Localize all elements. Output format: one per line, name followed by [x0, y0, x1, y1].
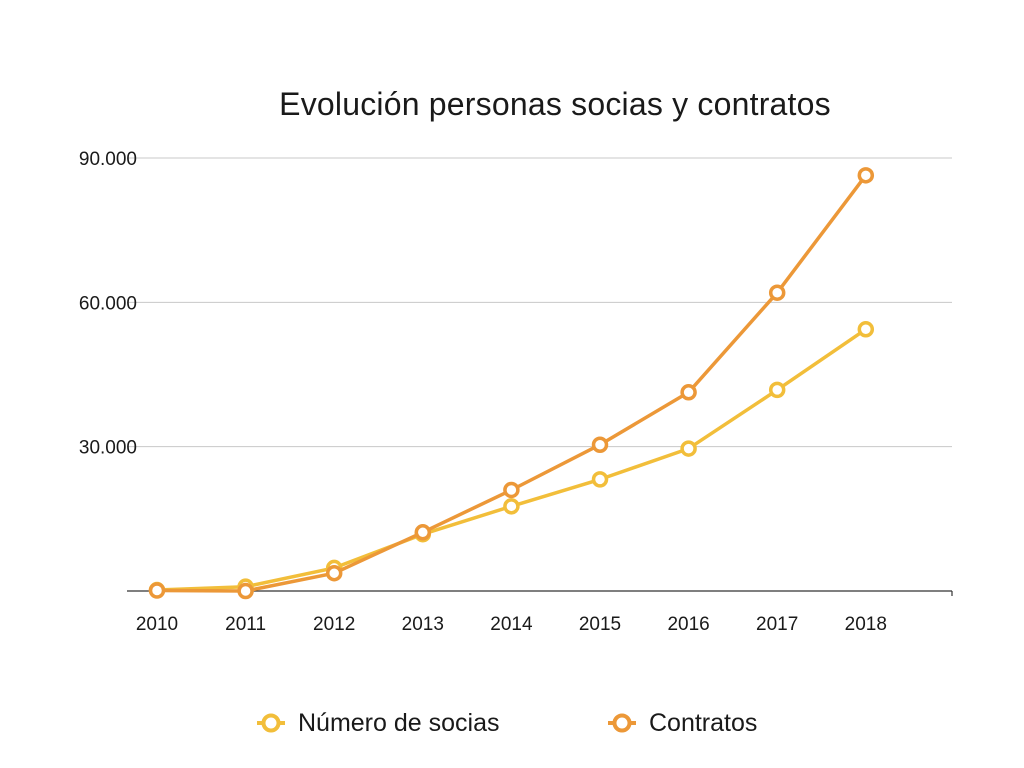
legend-marker-icon — [608, 713, 636, 733]
y-tick-label: 90.000 — [79, 149, 137, 170]
x-tick-label: 2011 — [225, 614, 266, 635]
data-point — [148, 582, 166, 599]
legend: Número de socias Contratos — [0, 703, 1024, 743]
data-point — [768, 284, 786, 301]
legend-item-numero-de-socias: Número de socias — [256, 703, 499, 743]
legend-label: Número de socias — [298, 708, 500, 737]
x-tick-label: 2015 — [579, 614, 621, 635]
data-point — [325, 564, 343, 582]
legend-label: Contratos — [649, 708, 758, 737]
data-point — [768, 381, 786, 399]
x-tick-label: 2012 — [313, 614, 355, 635]
y-tick-label: 30.000 — [79, 438, 137, 459]
series-line — [155, 173, 868, 593]
x-tick-label: 2018 — [845, 614, 887, 635]
chart-title: Evolución personas socias y contratos — [279, 86, 831, 122]
legend-item-contratos: Contratos — [607, 703, 757, 743]
data-point — [414, 524, 432, 541]
x-tick-label: 2016 — [667, 614, 709, 635]
data-point — [503, 481, 520, 499]
x-tick-label: 2013 — [402, 614, 444, 635]
data-point — [857, 167, 875, 184]
series-contratos — [148, 167, 875, 600]
y-axis-tick-labels: 30.000 60.000 90.000 — [79, 149, 137, 459]
x-tick-label: 2010 — [136, 614, 178, 635]
x-axis-tick-labels: 2010 2011 2012 2013 2014 2015 2016 2017 2018 — [136, 614, 887, 635]
data-point — [591, 471, 609, 488]
data-point — [680, 384, 697, 401]
series-lines — [148, 167, 875, 600]
series-line — [155, 327, 868, 592]
data-point — [680, 440, 697, 457]
x-tick-label: 2017 — [756, 614, 798, 635]
data-point — [857, 321, 875, 338]
data-point — [237, 582, 254, 600]
legend-marker-icon — [257, 713, 285, 733]
series-numero-de-socias — [148, 321, 875, 599]
x-axis — [127, 590, 953, 596]
x-tick-label: 2014 — [490, 614, 533, 635]
data-point — [503, 498, 520, 515]
y-tick-label: 60.000 — [79, 293, 137, 314]
data-point — [591, 436, 609, 453]
grid-lines — [127, 157, 952, 448]
